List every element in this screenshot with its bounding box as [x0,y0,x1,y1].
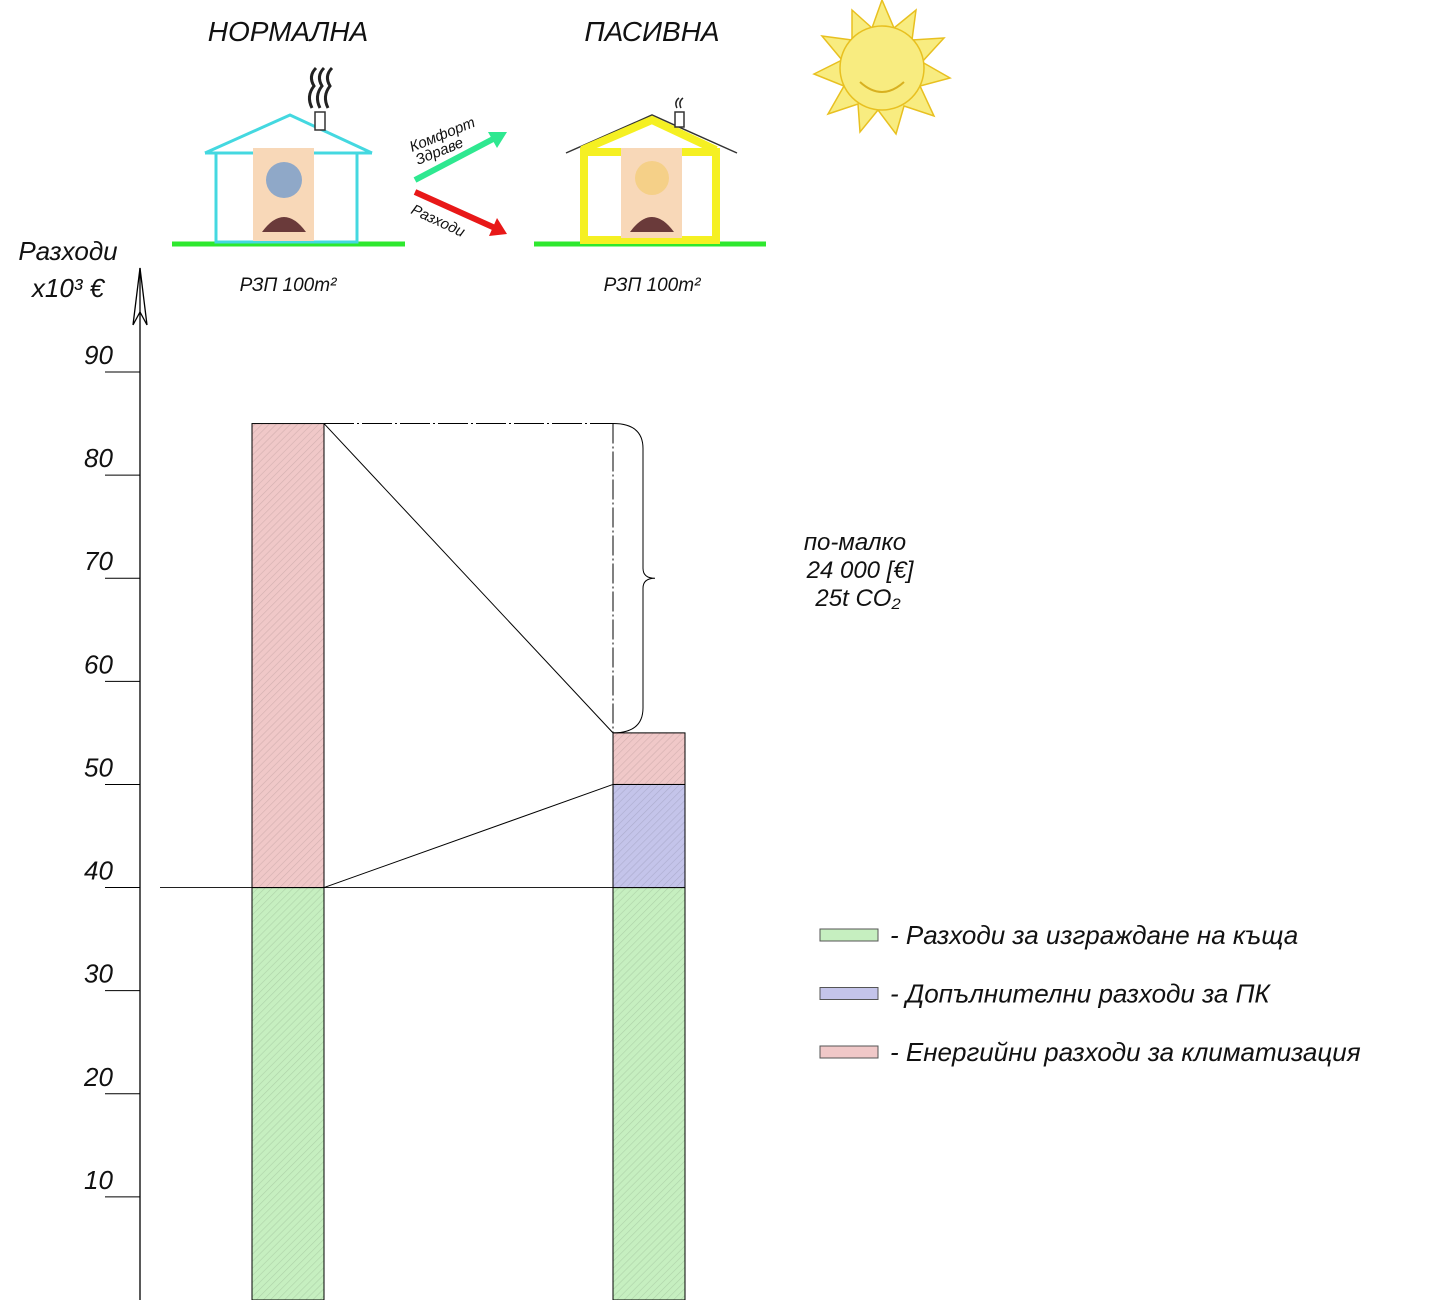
legend-swatch [820,988,878,1000]
legend-label: - Допълнителни разходи за ПК [890,979,1271,1009]
y-tick-label: 30 [84,959,113,989]
hatch [252,888,324,1300]
legend-swatch [820,1046,878,1058]
y-tick-label: 20 [83,1062,113,1092]
area-label: РЗП 100m² [240,275,337,296]
sun [814,0,950,134]
hatch [613,784,685,887]
connector [324,784,613,887]
y-axis-label: x10³ € [30,273,106,303]
area-label: РЗП 100m² [604,275,701,296]
category-label: ПАСИВНА [584,16,719,47]
annotation: 24 000 [€] [806,557,915,584]
hatch [613,733,685,785]
brace [613,424,655,733]
legend-label: - Енергийни разходи за климатизация [890,1037,1361,1067]
y-axis-label: Разходи [18,236,117,266]
normal-house [172,68,405,244]
arrow-label: Разходи [408,201,468,241]
annotation: 25t CO₂ [814,585,900,612]
legend-swatch [820,929,878,941]
y-tick-label: 80 [84,443,113,473]
y-tick-label: 40 [84,856,113,886]
connector [324,424,613,733]
y-tick-label: 10 [84,1165,113,1195]
y-tick-label: 60 [84,649,113,679]
hatch [252,424,324,888]
category-label: НОРМАЛНА [208,16,368,47]
annotation: по-малко [804,529,906,556]
legend-label: - Разходи за изграждане на къща [890,920,1298,950]
passive-house [534,98,766,244]
hatch [613,888,685,1300]
chart: Разходи x10³ € РЗП 100m² РЗП 100m² Комфо… [0,0,1433,1300]
y-tick-label: 50 [84,752,113,782]
y-tick-label: 90 [84,340,113,370]
y-tick-label: 70 [84,546,113,576]
